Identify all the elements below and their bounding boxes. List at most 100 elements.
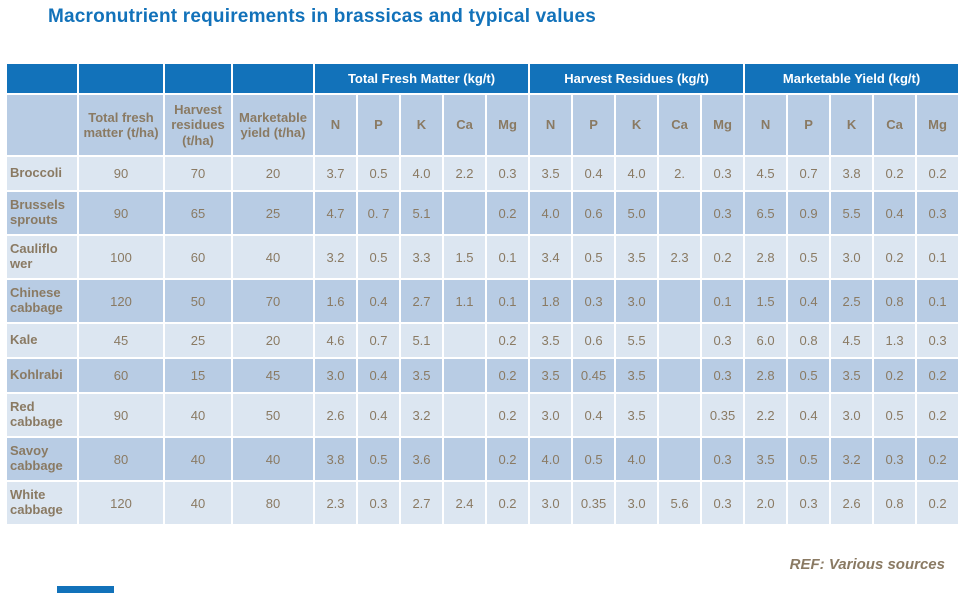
value-cell: 80 — [77, 436, 165, 482]
value-cell: 2.3 — [313, 480, 358, 526]
value-cell: 2.4 — [442, 480, 487, 526]
value-cell — [657, 322, 703, 359]
value-cell: 1.5 — [743, 278, 789, 324]
value-cell: 3.6 — [399, 436, 444, 482]
table-row: Brussels sprouts 90 65 25 4.7 0. 7 5.1 0.2 4.0 0.… — [5, 190, 958, 236]
table-row: White cabbage 120 40 80 2.3 0.3 2.7 2.4 0.2 3.0 0.… — [5, 480, 958, 526]
nutrient-header-cell-mg: Mg — [915, 93, 958, 157]
value-cell: 0.8 — [872, 480, 918, 526]
slide-title: Macronutrient requirements in brassicas … — [48, 6, 597, 27]
column-header-row: Total fresh matter (t/ha) Harvest residue… — [5, 93, 958, 157]
nutrient-table: Total Fresh Matter (kg/t) Harvest Residue… — [5, 62, 958, 526]
table-row: Broccoli 90 70 20 3.7 0.5 4.0 2.2 0.3 3.5 0.4 4.0 2.… — [5, 155, 958, 192]
value-cell: 2.2 — [442, 155, 487, 192]
value-cell: 4.0 — [614, 155, 660, 192]
table-row: Kale 45 25 20 4.6 0.7 5.1 0.2 3.5 0.6 5.5 0.3 6.0 0.8… — [5, 322, 958, 359]
value-cell: 0.5 — [786, 436, 832, 482]
value-cell: 3.8 — [313, 436, 358, 482]
value-cell: 0.2 — [484, 392, 531, 438]
value-cell: 2.7 — [399, 480, 444, 526]
value-cell: 4.7 — [313, 190, 358, 236]
table-row: Cauliflo wer 100 60 40 3.2 0.5 3.3 1.5 0.1 3.4 0.5… — [5, 234, 958, 280]
value-cell: 2. — [657, 155, 703, 192]
value-cell: 1.8 — [528, 278, 574, 324]
value-cell: 0.5 — [571, 234, 617, 280]
empty-header-cell — [77, 62, 165, 95]
value-cell: 0.4 — [786, 278, 832, 324]
value-cell: 0.3 — [700, 155, 746, 192]
value-cell: 0.3 — [786, 480, 832, 526]
value-cell: 3.5 — [528, 322, 574, 359]
value-cell: 5.5 — [829, 190, 875, 236]
value-cell: 2.8 — [743, 357, 789, 394]
value-cell: 15 — [163, 357, 233, 394]
value-cell: 0.9 — [786, 190, 832, 236]
value-cell — [657, 436, 703, 482]
row-name-cell: Savoy cabbage — [5, 436, 79, 482]
nutrient-header-cell-k: K — [399, 93, 444, 157]
value-cell: 0.2 — [872, 234, 918, 280]
value-cell: 0.1 — [700, 278, 746, 324]
row-name-cell: Red cabbage — [5, 392, 79, 438]
value-cell: 0.2 — [484, 322, 531, 359]
value-cell: 0.1 — [915, 234, 958, 280]
value-cell: 1.3 — [872, 322, 918, 359]
value-cell: 70 — [163, 155, 233, 192]
nutrient-header-cell-ca: Ca — [657, 93, 703, 157]
nutrient-header-cell-ca: Ca — [872, 93, 918, 157]
row-name-cell: Brussels sprouts — [5, 190, 79, 236]
value-cell: 3.0 — [528, 480, 574, 526]
value-cell: 65 — [163, 190, 233, 236]
value-cell — [442, 436, 487, 482]
value-cell: 0.3 — [700, 190, 746, 236]
value-cell: 0.2 — [484, 190, 531, 236]
value-cell — [657, 278, 703, 324]
value-cell: 120 — [77, 480, 165, 526]
table-row: Red cabbage 90 40 50 2.6 0.4 3.2 0.2 3.0 0.4 3.5 0.… — [5, 392, 958, 438]
nutrient-header-cell-n: N — [743, 93, 789, 157]
value-cell: 0.7 — [356, 322, 401, 359]
value-cell: 0.3 — [700, 480, 746, 526]
value-cell: 0.1 — [915, 278, 958, 324]
value-cell: 0.3 — [571, 278, 617, 324]
nutrient-header-cell-n: N — [313, 93, 358, 157]
value-cell: 0.3 — [356, 480, 401, 526]
table-header: Total Fresh Matter (kg/t) Harvest Residue… — [5, 62, 958, 157]
value-cell: 0.35 — [700, 392, 746, 438]
value-cell: 0.2 — [484, 480, 531, 526]
value-cell: 6.0 — [743, 322, 789, 359]
value-cell: 3.5 — [614, 392, 660, 438]
value-cell: 0.2 — [484, 436, 531, 482]
value-cell: 3.0 — [829, 392, 875, 438]
value-cell: 100 — [77, 234, 165, 280]
value-cell: 40 — [163, 436, 233, 482]
value-cell: 3.0 — [614, 480, 660, 526]
row-name-cell: Kale — [5, 322, 79, 359]
value-cell: 3.3 — [399, 234, 444, 280]
row-name-cell: Broccoli — [5, 155, 79, 192]
value-cell: 1.1 — [442, 278, 487, 324]
table-row: Kohlrabi 60 15 45 3.0 0.4 3.5 0.2 3.5 0.45 3.5 0.3 2… — [5, 357, 958, 394]
value-cell: 0.2 — [484, 357, 531, 394]
value-cell: 3.5 — [399, 357, 444, 394]
nutrient-header-cell-mg: Mg — [700, 93, 746, 157]
table-row: Savoy cabbage 80 40 40 3.8 0.5 3.6 0.2 4.0 0.5 4.0… — [5, 436, 958, 482]
value-cell: 3.5 — [528, 357, 574, 394]
value-cell: 3.4 — [528, 234, 574, 280]
value-cell: 3.8 — [829, 155, 875, 192]
value-cell: 45 — [231, 357, 315, 394]
value-cell: 2.3 — [657, 234, 703, 280]
value-cell: 0.1 — [484, 278, 531, 324]
value-cell: 2.6 — [313, 392, 358, 438]
value-cell: 0.3 — [700, 436, 746, 482]
value-cell: 40 — [231, 436, 315, 482]
value-cell — [442, 190, 487, 236]
value-cell: 0.5 — [356, 155, 401, 192]
nutrient-header-cell-p: P — [786, 93, 832, 157]
value-cell: 0.3 — [700, 322, 746, 359]
value-cell: 20 — [231, 322, 315, 359]
footer-accent-bar — [57, 586, 114, 593]
value-cell: 0.4 — [786, 392, 832, 438]
value-cell: 3.5 — [614, 234, 660, 280]
value-cell: 50 — [163, 278, 233, 324]
